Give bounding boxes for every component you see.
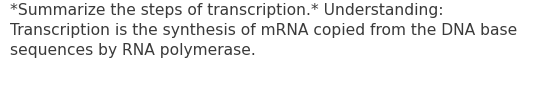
Text: *Summarize the steps of transcription.* Understanding:
Transcription is the synt: *Summarize the steps of transcription.* …: [10, 3, 517, 58]
